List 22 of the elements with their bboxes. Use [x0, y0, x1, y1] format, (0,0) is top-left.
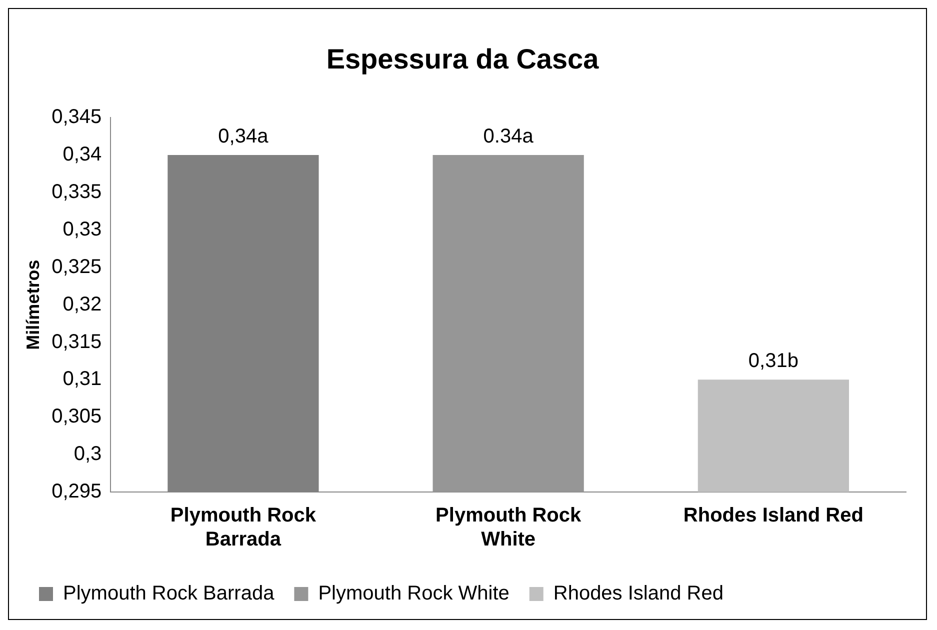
y-axis-title: Milímetros [22, 260, 43, 350]
y-tick-label: 0,3 [74, 443, 102, 466]
legend-label: Plymouth Rock White [318, 582, 510, 605]
data-label: 0,31b [748, 350, 798, 372]
y-tick-label: 0,315 [52, 330, 102, 353]
legend-label: Plymouth Rock Barrada [63, 582, 276, 605]
y-tick-label: 0,32 [62, 293, 102, 316]
y-tick-label: 0,295 [52, 480, 102, 503]
y-tick-label: 0,345 [52, 106, 102, 128]
y-tick-label: 0,305 [52, 406, 102, 428]
x-tick-label: Plymouth Rock White [436, 504, 582, 551]
y-tick-label: 0,335 [52, 180, 102, 203]
y-tick-label: 0,31 [62, 368, 102, 390]
data-label: 0.34a [483, 126, 534, 148]
y-tick-label: 0,34 [62, 144, 102, 166]
x-tick-label: Plymouth Rock Barrada [170, 504, 317, 551]
y-tick-label: 0,33 [62, 218, 102, 240]
y-tick-label: 0,325 [52, 256, 102, 278]
data-label: 0,34a [218, 126, 270, 148]
legend-label: Rhodes Island Red [553, 582, 724, 605]
x-tick-label: Rhodes Island Red [683, 504, 864, 527]
chart-title: Espessura da Casca [326, 44, 600, 75]
